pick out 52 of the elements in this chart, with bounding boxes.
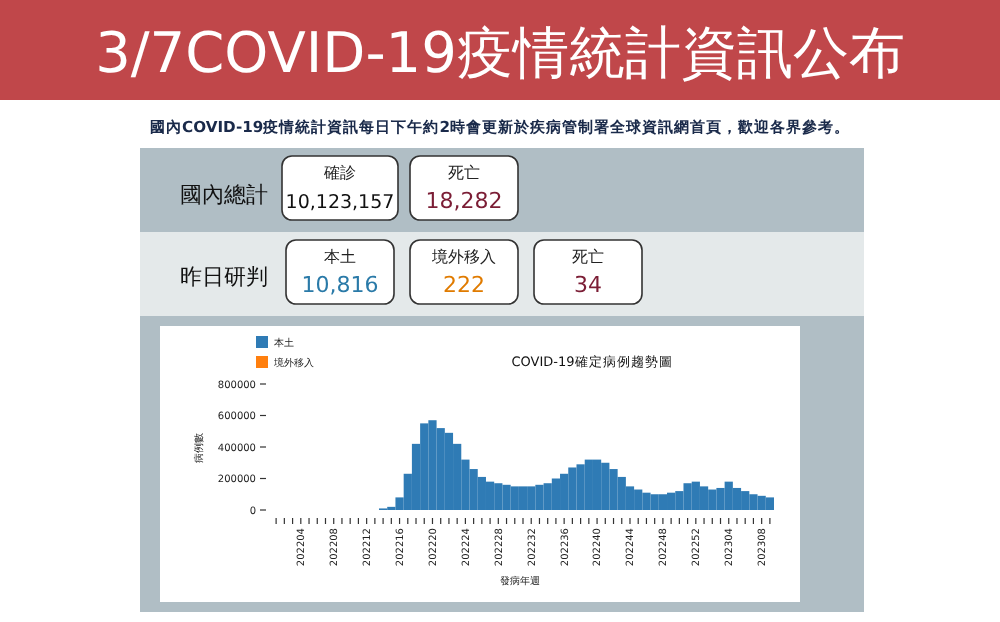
text: 國內總計 — [180, 182, 268, 208]
bar — [543, 483, 552, 510]
bar — [749, 494, 758, 510]
bar — [650, 494, 659, 510]
bar — [724, 481, 733, 510]
bar — [502, 484, 511, 510]
bar — [699, 486, 709, 510]
text: 10,816 — [301, 272, 379, 298]
bar — [757, 495, 766, 510]
text: 死亡 — [448, 164, 480, 182]
text: 本土 — [324, 248, 356, 266]
bar — [683, 483, 692, 510]
bar — [732, 487, 742, 510]
bar — [617, 476, 626, 510]
bar — [510, 486, 519, 510]
bar — [642, 492, 651, 510]
text: 34 — [574, 272, 602, 298]
bar — [675, 491, 684, 510]
bar — [535, 484, 544, 510]
text: 死亡 — [572, 248, 604, 266]
bar — [576, 464, 585, 510]
bar — [592, 459, 602, 510]
bar — [436, 428, 445, 510]
bar — [527, 486, 536, 510]
text: 222 — [443, 272, 485, 298]
bar — [494, 483, 503, 510]
text: 境外移入 — [430, 248, 496, 266]
bar — [601, 462, 610, 510]
bar — [420, 423, 429, 510]
text: 昨日研判 — [180, 264, 268, 290]
text: 確診 — [322, 164, 356, 182]
bar — [560, 473, 569, 510]
bar — [658, 494, 668, 510]
bar — [428, 420, 437, 510]
bar — [691, 481, 700, 510]
bar — [609, 469, 618, 510]
bar — [568, 467, 577, 510]
bar — [477, 476, 486, 510]
bar — [485, 481, 495, 510]
bar — [634, 489, 643, 510]
bar — [708, 489, 717, 510]
bar — [444, 432, 454, 510]
bar — [518, 486, 528, 510]
bar — [765, 497, 774, 510]
bar — [667, 492, 676, 510]
bar — [741, 491, 750, 510]
text: 18,282 — [425, 188, 503, 214]
bar — [716, 487, 725, 510]
text: 10,123,157 — [285, 192, 395, 214]
bar — [584, 459, 593, 510]
bar — [551, 478, 561, 510]
text: 3/7COVID-19疫情統計資訊公布 — [95, 20, 905, 86]
